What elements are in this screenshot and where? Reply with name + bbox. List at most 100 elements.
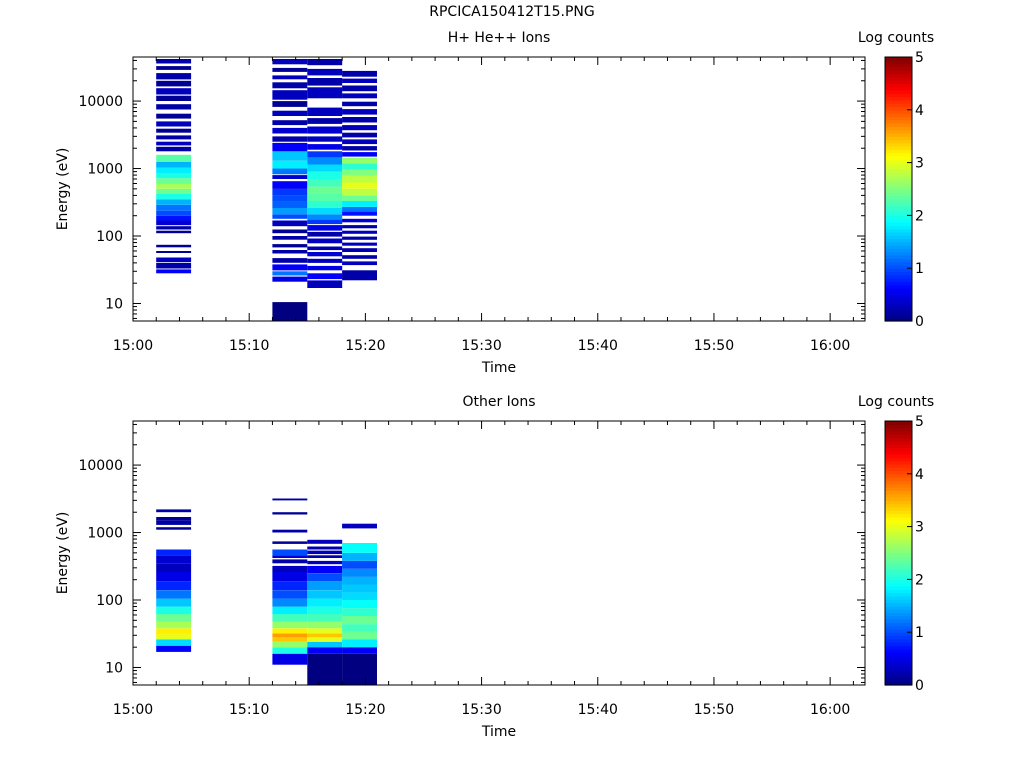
spectrogram-cell [342, 93, 377, 99]
spectrogram-cell [156, 173, 192, 179]
spectrogram-cell [272, 188, 308, 196]
colorbar-segment [885, 136, 912, 141]
spectrogram-cell [272, 549, 308, 556]
spectrogram-cell [272, 555, 308, 558]
colorbar-segment [885, 635, 912, 640]
spectrogram-cell [342, 560, 377, 569]
spectrogram-cell [342, 608, 377, 616]
spectrogram-cell [342, 523, 377, 529]
spectrogram-cell [156, 204, 192, 211]
colorbar-tick-label: 0 [915, 314, 924, 330]
spectrogram-cell [342, 109, 377, 115]
colorbar-segment [885, 642, 912, 646]
colorbar-segment [885, 288, 912, 292]
colorbar-segment [885, 103, 912, 108]
spectrogram-cell [272, 647, 308, 654]
spectrogram-cell [156, 210, 192, 216]
y-tick-label: 10000 [78, 94, 123, 110]
colorbar-segment [885, 503, 912, 508]
colorbar-segment [885, 73, 912, 78]
spectrogram-cell [156, 645, 192, 652]
spectrogram-cell [272, 614, 308, 622]
colorbar-segment [885, 291, 912, 296]
spectrogram-cell [342, 85, 377, 92]
spectrogram-cell [307, 144, 343, 150]
colorbar-tick-label: 2 [915, 572, 924, 588]
spectrogram-cell [272, 590, 308, 599]
spectrogram-cell [342, 70, 377, 77]
spectrogram-cell [307, 555, 343, 558]
spectrogram-cell [156, 244, 192, 248]
y-tick-label: 10 [105, 296, 123, 312]
spectrogram-cell [272, 271, 308, 276]
spectrogram-cell [307, 560, 343, 565]
colorbar-segment [885, 628, 912, 633]
colorbar-segment [885, 450, 912, 455]
colorbar-segment [885, 222, 912, 226]
colorbar-segment [885, 238, 912, 243]
spectrogram-cell [307, 546, 343, 550]
spectrogram-cell [307, 246, 343, 251]
colorbar-segment [885, 66, 912, 71]
spectrogram-cell [307, 151, 343, 158]
spectrogram-cell [342, 78, 377, 83]
spectrogram-cell [272, 120, 308, 126]
spectrogram-cell [156, 581, 192, 591]
colorbar-segment [885, 533, 912, 538]
colorbar-segment [885, 496, 912, 501]
colorbar-segment [885, 93, 912, 98]
colorbar-segment [885, 681, 912, 686]
spectrogram-cell [156, 162, 192, 168]
colorbar-segment [885, 215, 912, 220]
spectrogram-cell [307, 194, 343, 202]
spectrogram-cell [156, 59, 192, 64]
colorbar-segment [885, 572, 912, 577]
colorbar-segment [885, 99, 912, 104]
colorbar-segment [885, 427, 912, 432]
spectrogram-cell [156, 634, 192, 640]
spectrogram-cell [307, 136, 343, 142]
spectrogram-cell [272, 59, 308, 65]
colorbar-segment [885, 549, 912, 554]
colorbar-segment [885, 179, 912, 183]
spectrogram-cell [272, 160, 308, 169]
plot-frame [132, 420, 866, 686]
colorbar-segment [885, 539, 912, 544]
colorbar-label: Log counts [858, 30, 934, 46]
colorbar-segment [885, 516, 912, 521]
colorbar-segment [885, 205, 912, 210]
colorbar-segment [885, 675, 912, 679]
spectrogram-cell [272, 250, 308, 254]
x-tick-label: 15:00 [113, 702, 153, 718]
x-tick-label: 15:40 [578, 338, 618, 354]
spectrogram-cell [342, 146, 377, 151]
spectrogram-cell [272, 67, 308, 72]
spectrogram-cell [272, 498, 308, 501]
spectrogram-cell [272, 264, 308, 271]
spectrogram-cell [307, 231, 343, 237]
spectrogram-cell [156, 66, 192, 70]
spectrogram-cell [307, 641, 343, 648]
spectrogram-cell [307, 265, 343, 271]
colorbar-segment [885, 619, 912, 623]
spectrogram-cell [156, 230, 192, 234]
spectrogram-cell [307, 219, 343, 225]
x-tick-label: 16:00 [810, 338, 850, 354]
spectrogram-cell [342, 175, 377, 183]
spectrogram-cell [342, 139, 377, 145]
x-tick-label: 15:50 [694, 702, 734, 718]
x-tick-label: 15:30 [461, 702, 501, 718]
spectrogram-cell [342, 230, 377, 234]
spectrogram-cell [272, 598, 308, 607]
colorbar-tick-label: 5 [915, 414, 924, 430]
colorbar-segment [885, 268, 912, 273]
colorbar-segment [885, 553, 912, 557]
spectrogram-cell [272, 208, 308, 215]
colorbar-segment [885, 615, 912, 620]
spectrogram-cell [272, 572, 308, 582]
colorbar-segment [885, 470, 912, 475]
colorbar-segment [885, 301, 912, 306]
y-tick-label: 10000 [78, 458, 123, 474]
colorbar-segment [885, 281, 912, 286]
y-tick-label: 1000 [87, 526, 123, 542]
